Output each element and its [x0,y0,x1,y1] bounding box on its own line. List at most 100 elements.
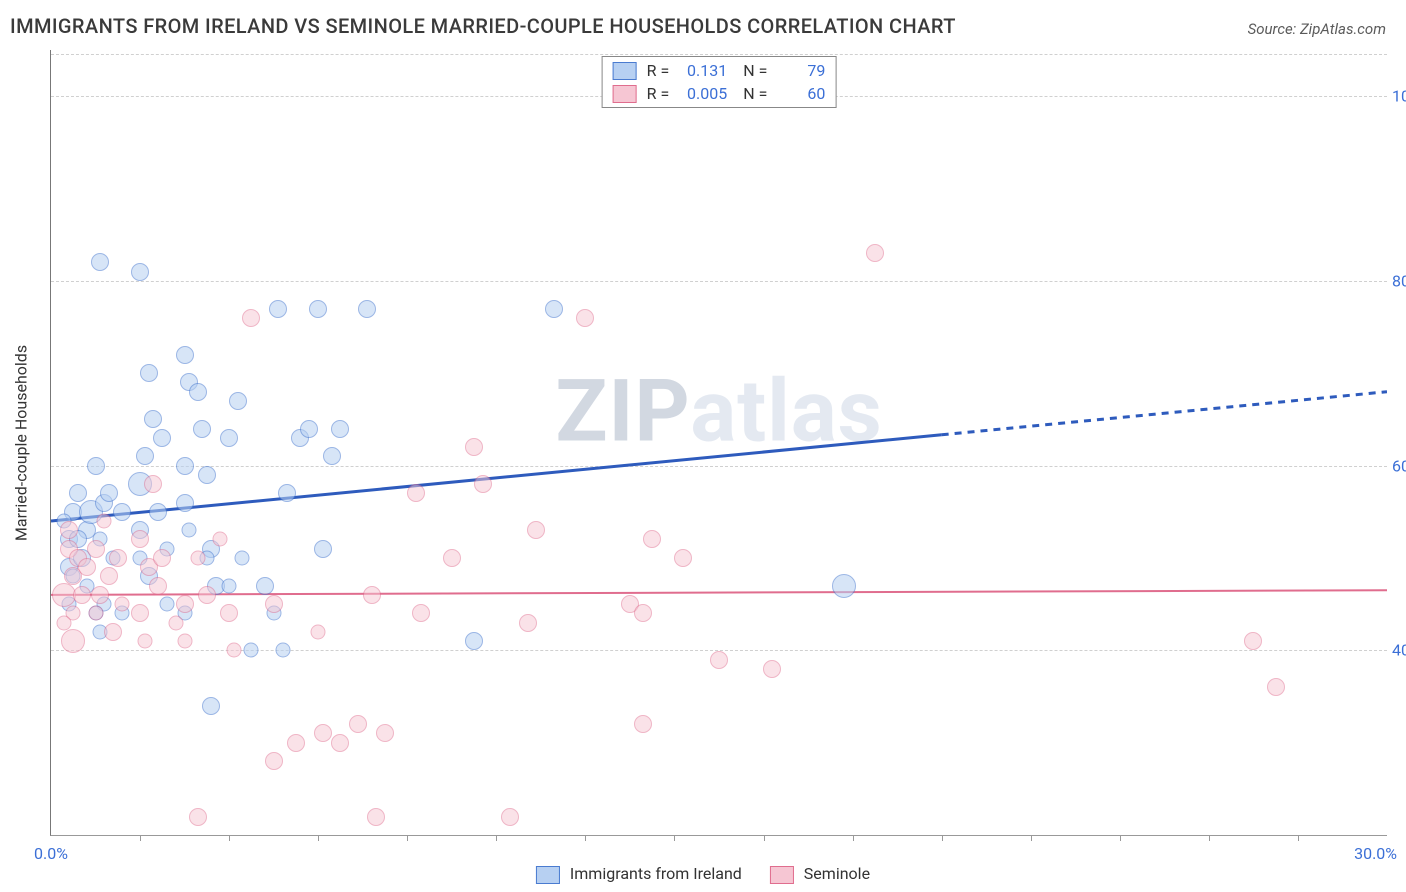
x-tick [1209,835,1210,841]
y-tick-label: 60.0% [1392,456,1406,475]
trend-line [942,392,1387,435]
gridline [51,54,1387,55]
n-label: N = [743,61,767,80]
data-point-pink [177,634,192,649]
data-point-blue [222,578,237,593]
data-point-pink [60,521,78,539]
legend-swatch-icon [613,85,637,103]
data-point-blue [832,574,856,598]
r-label: R = [647,61,670,80]
x-tick [407,835,408,841]
data-point-pink [331,734,349,752]
data-point-pink [78,558,96,576]
data-point-blue [189,383,207,401]
data-point-blue [149,503,167,521]
data-point-pink [287,734,305,752]
data-point-blue [314,540,332,558]
data-point-blue [545,300,563,318]
data-point-pink [168,615,183,630]
stats-legend: R = 0.131 N = 79 R = 0.005 N = 60 [602,56,837,108]
data-point-pink [412,604,430,622]
data-point-blue [91,253,109,271]
r-value: 0.131 [679,61,727,80]
data-point-blue [176,494,194,512]
x-tick [140,835,141,841]
data-point-blue [323,447,341,465]
x-legend-item: Immigrants from Ireland [536,864,742,884]
data-point-blue [176,457,194,475]
data-point-blue [465,632,483,650]
x-tick [764,835,765,841]
n-value: 60 [777,84,825,103]
data-point-blue [100,484,118,502]
data-point-blue [202,697,220,715]
data-point-pink [242,309,260,327]
watermark-zip: ZIP [555,361,690,462]
data-point-blue [182,523,197,538]
data-point-blue [193,420,211,438]
data-point-pink [866,244,884,262]
data-point-pink [311,624,326,639]
gridline [51,466,1387,467]
r-label: R = [647,84,670,103]
data-point-pink [131,604,149,622]
data-point-pink [115,597,130,612]
data-point-blue [269,300,287,318]
data-point-pink [376,724,394,742]
y-tick-label: 80.0% [1392,271,1406,290]
data-point-pink [643,530,661,548]
x-tick [1120,835,1121,841]
data-point-pink [1244,632,1262,650]
data-point-pink [104,623,122,641]
data-point-blue [220,429,238,447]
data-point-pink [527,521,545,539]
data-point-blue [113,503,131,521]
trend-line [51,590,1387,595]
data-point-pink [137,634,152,649]
data-point-pink [226,643,241,658]
legend-swatch-icon [536,866,560,884]
legend-swatch-icon [613,62,637,80]
data-point-blue [229,392,247,410]
data-point-pink [763,660,781,678]
data-point-blue [278,484,296,502]
data-point-pink [634,715,652,733]
data-point-pink [519,614,537,632]
x-legend: Immigrants from Ireland Seminole [536,864,870,884]
data-point-pink [97,514,112,529]
y-tick-label: 40.0% [1392,641,1406,660]
x-legend-label: Seminole [804,864,870,883]
x-max-label: 30.0% [1354,844,1397,863]
data-point-blue [275,643,290,658]
plot-area: ZIPatlas 40.0%60.0%80.0%100.0% Married-c… [50,50,1387,836]
gridline [51,281,1387,282]
x-tick [942,835,943,841]
data-point-pink [674,549,692,567]
data-point-pink [149,577,167,595]
y-tick-label: 100.0% [1392,87,1406,106]
data-point-pink [220,604,238,622]
data-point-blue [198,466,216,484]
data-point-blue [300,420,318,438]
data-point-blue [244,643,259,658]
n-value: 79 [777,61,825,80]
data-point-pink [265,752,283,770]
data-point-pink [153,549,171,567]
data-point-pink [100,567,118,585]
data-point-pink [363,586,381,604]
x-tick [229,835,230,841]
data-point-pink [1267,678,1285,696]
data-point-blue [358,300,376,318]
data-point-pink [73,586,91,604]
x-legend-item: Seminole [770,864,870,884]
y-axis-label: Married-couple Households [12,344,31,540]
trend-lines [51,50,1387,835]
data-point-pink [57,615,72,630]
x-tick [674,835,675,841]
data-point-pink [198,586,216,604]
data-point-blue [159,597,174,612]
data-point-pink [144,475,162,493]
data-point-pink [367,808,385,826]
data-point-pink [443,549,461,567]
data-point-blue [140,364,158,382]
